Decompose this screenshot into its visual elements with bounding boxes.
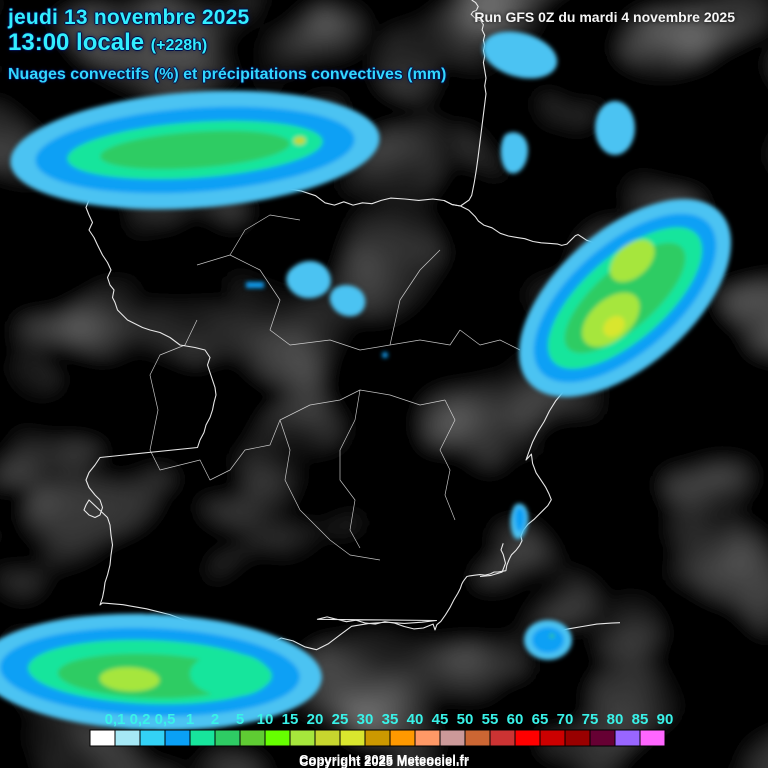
svg-text:75: 75: [582, 711, 599, 728]
svg-text:15: 15: [282, 711, 299, 728]
svg-text:5: 5: [236, 711, 244, 728]
svg-text:65: 65: [532, 711, 549, 728]
svg-text:2: 2: [211, 711, 219, 728]
svg-text:45: 45: [432, 711, 449, 728]
svg-text:70: 70: [557, 711, 574, 728]
svg-text:90: 90: [657, 711, 674, 728]
svg-text:0,5: 0,5: [155, 711, 176, 728]
svg-text:1: 1: [186, 711, 194, 728]
svg-text:80: 80: [607, 711, 624, 728]
svg-text:25: 25: [332, 711, 349, 728]
svg-text:55: 55: [482, 711, 499, 728]
svg-text:0,2: 0,2: [130, 711, 151, 728]
svg-text:20: 20: [307, 711, 324, 728]
svg-text:40: 40: [407, 711, 424, 728]
svg-text:50: 50: [457, 711, 474, 728]
svg-text:0,1: 0,1: [105, 711, 126, 728]
svg-text:30: 30: [357, 711, 374, 728]
svg-text:35: 35: [382, 711, 399, 728]
svg-text:85: 85: [632, 711, 649, 728]
svg-text:60: 60: [507, 711, 524, 728]
svg-text:10: 10: [257, 711, 274, 728]
